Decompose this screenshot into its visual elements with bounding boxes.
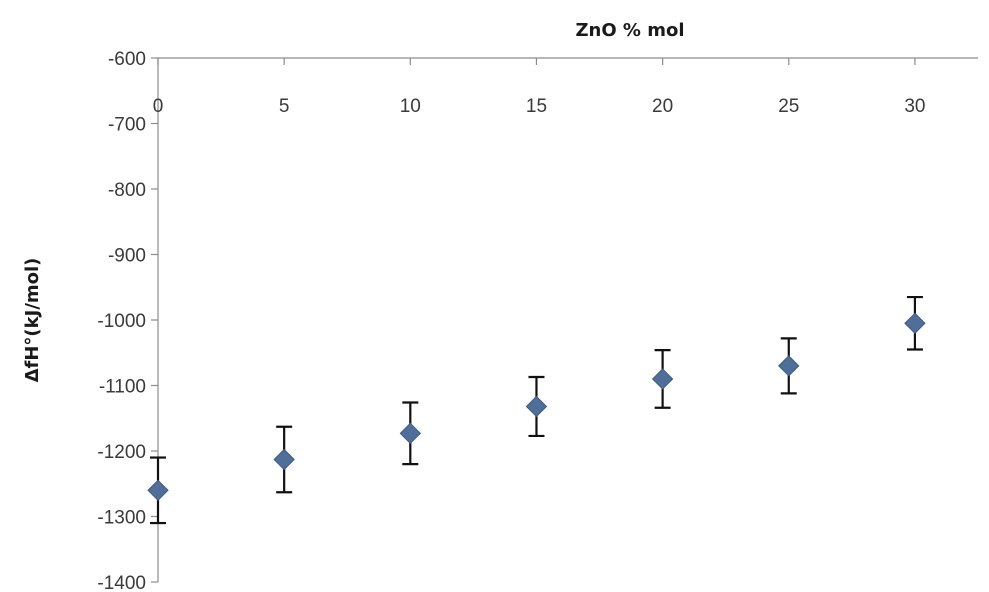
data-points — [147, 312, 926, 502]
x-tick-label: 5 — [279, 96, 290, 117]
x-tick-label: 0 — [153, 96, 164, 117]
y-tick-label: -1100 — [99, 377, 146, 398]
y-tick-label: -900 — [108, 246, 146, 267]
y-axis-title: ΔfH°(kJ/mol) — [22, 258, 43, 383]
y-tick-label: -800 — [108, 180, 146, 201]
y-tick-label: -1200 — [97, 442, 146, 463]
y-tick-label: -1300 — [97, 508, 146, 529]
x-tick-label: 30 — [904, 96, 925, 117]
y-tick-label: -1400 — [97, 573, 146, 592]
x-axis-title: ZnO % mol — [575, 20, 684, 41]
data-point-diamond — [778, 355, 800, 377]
x-axis: 0 5 10 15 20 25 30 — [153, 57, 978, 117]
x-tick-label: 25 — [778, 96, 799, 117]
data-point-diamond — [147, 479, 169, 502]
data-point-diamond — [273, 448, 295, 471]
data-point-diamond — [525, 395, 548, 418]
x-tick-label: 15 — [526, 96, 547, 117]
data-point-diamond — [904, 312, 926, 334]
x-tick-label: 20 — [652, 96, 673, 117]
y-tick-label: -600 — [108, 49, 146, 70]
y-tick-label: -1000 — [97, 311, 146, 332]
data-point-diamond — [651, 368, 674, 390]
x-tick-label: 10 — [400, 96, 421, 117]
y-axis: -600 -700 -800 -900 -1000 -1100 -1200 -1300 -140… — [97, 49, 159, 592]
y-tick-label: -700 — [108, 115, 146, 136]
data-point-diamond — [399, 422, 422, 445]
